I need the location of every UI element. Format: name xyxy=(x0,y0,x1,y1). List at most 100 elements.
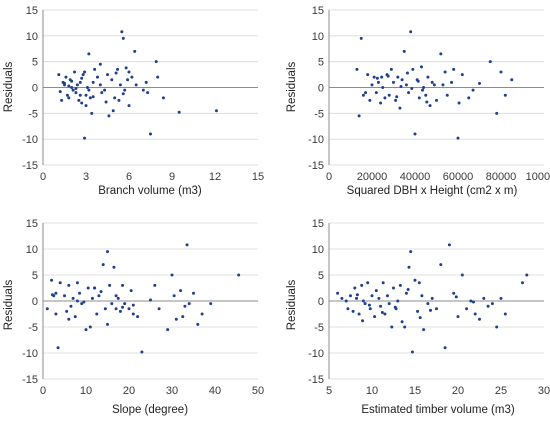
data-point xyxy=(374,289,378,293)
data-point xyxy=(93,286,97,290)
data-point xyxy=(174,317,178,321)
data-point xyxy=(84,93,88,97)
data-point xyxy=(403,325,407,329)
data-point xyxy=(100,91,104,95)
data-point xyxy=(56,346,60,350)
chart-squared-dbh-height: Residuals Squared DBH x Height (cm2 x m)… xyxy=(286,5,550,197)
data-point xyxy=(418,316,422,320)
y-tick-label: 0 xyxy=(318,296,324,308)
data-point xyxy=(157,307,161,311)
data-point xyxy=(70,79,74,83)
data-point xyxy=(75,83,79,87)
y-tick-label: -5 xyxy=(314,108,324,120)
y-axis-title: Residuals xyxy=(286,280,298,331)
data-point xyxy=(383,96,387,100)
data-point xyxy=(486,304,490,308)
data-point xyxy=(65,309,69,313)
data-point xyxy=(398,106,402,110)
data-point xyxy=(417,281,421,285)
data-point xyxy=(64,75,68,79)
data-point xyxy=(106,322,109,326)
data-point xyxy=(409,30,413,34)
data-point xyxy=(367,303,371,307)
data-point xyxy=(428,104,432,108)
data-point xyxy=(392,80,395,84)
data-point xyxy=(73,315,77,319)
data-point xyxy=(146,91,150,95)
y-tick-label: 0 xyxy=(32,296,38,308)
y-tick-label: 5 xyxy=(32,270,38,282)
data-point xyxy=(495,325,499,329)
data-point xyxy=(383,312,387,316)
y-tick-label: 10 xyxy=(26,31,38,43)
data-point xyxy=(396,299,400,303)
y-tick-label: -10 xyxy=(308,348,324,360)
data-point xyxy=(499,296,503,300)
y-axis-title: Residuals xyxy=(286,62,298,113)
data-point xyxy=(140,350,144,354)
data-point xyxy=(58,281,62,285)
data-point xyxy=(416,309,420,313)
data-point xyxy=(91,95,95,99)
x-tick-label: 20 xyxy=(452,385,464,397)
data-point xyxy=(106,73,109,77)
data-point xyxy=(407,91,411,95)
data-point xyxy=(124,66,128,70)
data-point xyxy=(389,67,393,71)
y-tick-label: -15 xyxy=(308,160,324,172)
data-point xyxy=(54,291,58,295)
data-point xyxy=(78,80,82,84)
data-point xyxy=(81,73,85,77)
data-point xyxy=(425,100,429,104)
data-point xyxy=(97,294,101,298)
data-point xyxy=(86,286,90,290)
data-point xyxy=(130,75,134,79)
data-point xyxy=(499,70,503,74)
data-point xyxy=(149,132,152,136)
data-point xyxy=(400,320,404,324)
data-point xyxy=(386,74,390,78)
x-axis-title: Slope (degree) xyxy=(112,404,188,416)
data-point xyxy=(393,305,397,309)
data-point xyxy=(80,302,84,306)
data-point xyxy=(374,91,378,95)
data-point xyxy=(108,283,112,287)
data-point xyxy=(366,281,370,285)
data-point xyxy=(83,70,87,74)
data-point xyxy=(368,98,372,102)
data-point xyxy=(237,273,241,277)
data-point xyxy=(420,294,424,298)
data-point xyxy=(398,283,402,287)
data-point xyxy=(396,75,400,79)
data-point xyxy=(443,346,447,350)
data-point xyxy=(214,109,218,113)
y-tick-label: 10 xyxy=(312,31,324,43)
data-point xyxy=(127,70,131,74)
data-point xyxy=(375,76,379,80)
data-point xyxy=(83,136,87,140)
data-point xyxy=(452,291,456,295)
data-point xyxy=(185,243,189,247)
data-point xyxy=(121,36,125,40)
data-point xyxy=(93,67,97,71)
data-point xyxy=(181,315,185,319)
data-point xyxy=(90,296,94,300)
data-point xyxy=(67,84,71,88)
data-point xyxy=(344,299,348,303)
y-tick-label: 0 xyxy=(32,83,38,95)
data-point xyxy=(357,114,361,118)
data-point xyxy=(456,315,460,319)
data-point xyxy=(439,52,443,56)
y-tick-label: 5 xyxy=(32,57,38,69)
data-point xyxy=(192,291,195,295)
data-point xyxy=(409,250,413,254)
data-point xyxy=(154,60,158,64)
x-tick-label: 9 xyxy=(169,171,175,183)
data-point xyxy=(355,296,359,300)
data-point xyxy=(65,93,69,97)
data-point xyxy=(441,83,445,87)
y-tick-label: -10 xyxy=(22,348,38,360)
data-point xyxy=(60,98,64,102)
y-tick-label: 10 xyxy=(26,244,38,256)
data-point xyxy=(75,299,79,303)
